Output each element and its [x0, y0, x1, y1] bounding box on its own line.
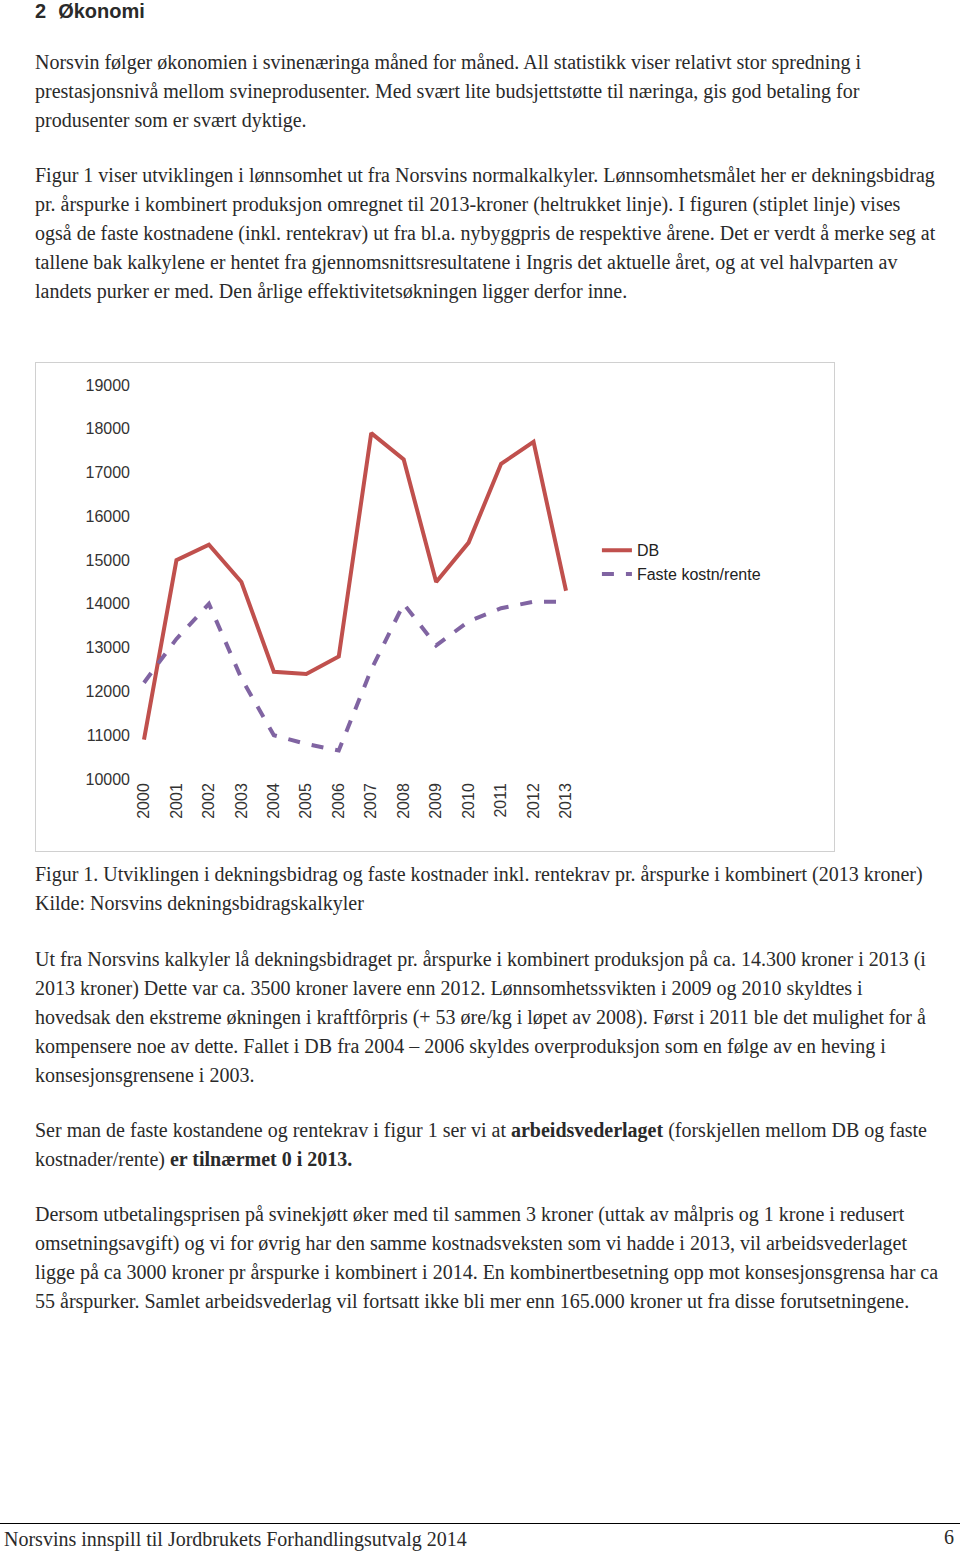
svg-text:14000: 14000	[86, 595, 131, 612]
svg-text:Faste kostn/rente: Faste kostn/rente	[637, 566, 761, 583]
svg-text:15000: 15000	[86, 552, 131, 569]
svg-text:2007: 2007	[362, 783, 379, 819]
svg-text:2005: 2005	[298, 783, 315, 819]
svg-text:17000: 17000	[86, 464, 131, 481]
html-text:Økonomi: Økonomi	[58, 0, 145, 22]
svg-text:2010: 2010	[460, 783, 477, 819]
svg-text:13000: 13000	[86, 639, 131, 656]
svg-text:16000: 16000	[86, 508, 131, 525]
svg-text:2000: 2000	[135, 783, 152, 819]
html-text:Dersom utbetalingsprisen på sv: Dersom utbetalingsprisen på svinekjøtt ø…	[35, 1203, 939, 1312]
html-text:Figur 1. Utviklingen i dekning: Figur 1. Utviklingen i dekningsbidrag og…	[35, 863, 923, 914]
svg-text:12000: 12000	[86, 683, 131, 700]
svg-text:2006: 2006	[330, 783, 347, 819]
html-text:Figur 1 viser utviklingen i lø: Figur 1 viser utviklingen i lønnsomhet u…	[35, 164, 936, 302]
svg-text:2012: 2012	[525, 783, 542, 819]
svg-text:2003: 2003	[233, 783, 250, 819]
svg-text:2013: 2013	[557, 783, 574, 819]
svg-text:DB: DB	[637, 542, 659, 559]
html-text:6: 6	[944, 1526, 954, 1548]
svg-text:2001: 2001	[168, 783, 185, 819]
html-text:2: 2	[35, 0, 47, 22]
html-text:Ut fra Norsvins kalkyler lå de: Ut fra Norsvins kalkyler lå dekningsbidr…	[35, 948, 926, 1086]
svg-text:2009: 2009	[427, 783, 444, 819]
svg-text:11000: 11000	[87, 727, 130, 744]
svg-text:2008: 2008	[395, 783, 412, 819]
html-text:Norsvins innspill til Jordbruk: Norsvins innspill til Jordbrukets Forhan…	[4, 1528, 467, 1550]
svg-text:2011: 2011	[492, 783, 509, 818]
svg-text:19000: 19000	[86, 377, 131, 394]
html-text:Norsvin følger økonomien i svi: Norsvin følger økonomien i svinenæringa …	[35, 51, 861, 131]
svg-text:2004: 2004	[265, 783, 282, 819]
html-text:Ser man de faste kostandene og: Ser man de faste kostandene og rentekrav…	[35, 1119, 927, 1170]
svg-text:10000: 10000	[86, 771, 131, 788]
svg-text:2002: 2002	[200, 783, 217, 819]
svg-text:18000: 18000	[86, 420, 131, 437]
